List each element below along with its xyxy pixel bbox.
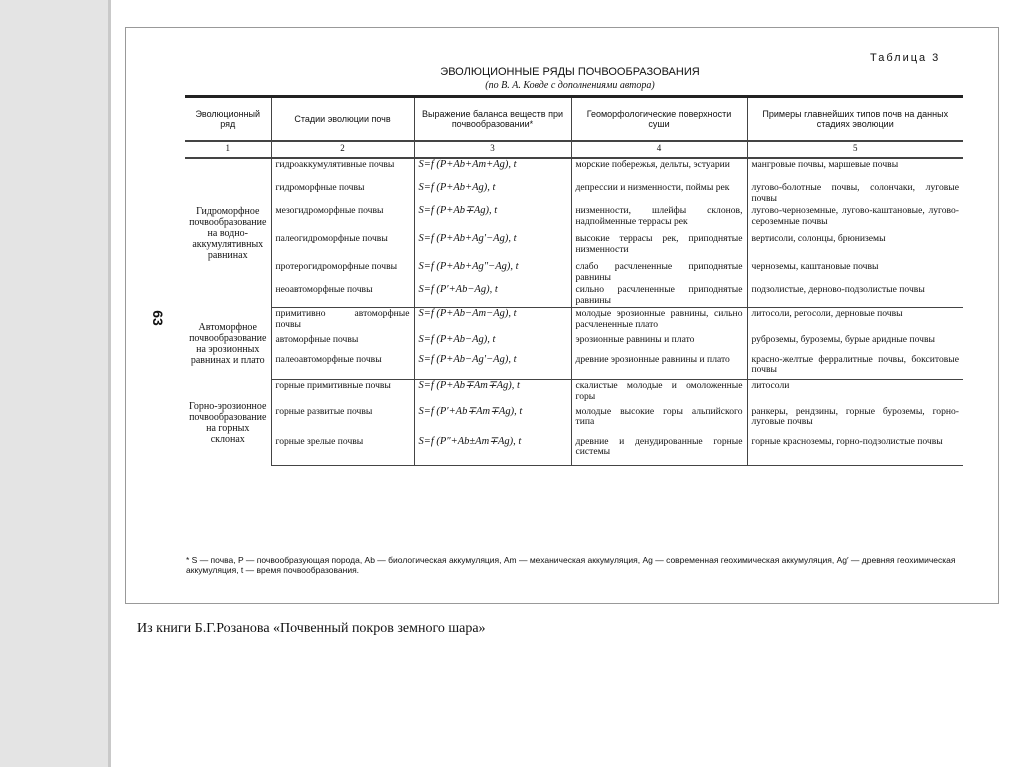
column-number: 3 xyxy=(413,141,571,159)
table-row: горные развитые почвы S=f (P′+Ab∓Am∓Ag), … xyxy=(185,405,963,436)
surface-cell: высокие террасы рек, приподнятые низменн… xyxy=(570,233,747,261)
surface-cell: молодые эрозионные равнины, сильно расчл… xyxy=(570,307,747,334)
evolution-table: Эволюционный ряд Стадии эволюции почв Вы… xyxy=(185,95,963,466)
table-row: автоморфные почвы S=f (P+Ab−Ag), t эрозион… xyxy=(185,333,963,354)
surface-cell: низменности, шлейфы склонов, надпойменны… xyxy=(570,205,747,233)
stage-cell: горные примитивные почвы xyxy=(270,379,414,406)
formula-cell: S=f (P+Ab−Ag), t xyxy=(413,333,571,354)
formula-cell: S=f (P″+Ab±Am∓Ag), t xyxy=(413,435,571,466)
header-cell: Выражение баланса веществ при почвообраз… xyxy=(413,95,571,142)
header-cell: Примеры главнейших типов почв на данных … xyxy=(746,95,963,142)
soils-cell: литосоли, регосоли, дерновые почвы xyxy=(746,307,963,334)
stage-cell: гидроморфные почвы xyxy=(270,182,414,205)
stage-cell: протерогидроморфные почвы xyxy=(270,261,414,284)
surface-cell: слабо расчлененные приподнятые равнины xyxy=(570,261,747,284)
soils-cell: литосоли xyxy=(746,379,963,406)
stage-cell: неоавтоморфные почвы xyxy=(270,284,414,308)
table-label: Таблица 3 xyxy=(870,52,941,64)
soils-cell: красно-желтые ферралитные почвы, боксито… xyxy=(746,353,963,380)
table-row: Горно-эрозионное почвообразование на гор… xyxy=(185,379,963,445)
header-cell: Геоморфологические поверхности суши xyxy=(570,95,747,142)
soils-cell: мангровые почвы, маршевые почвы xyxy=(746,158,963,182)
stage-cell: гидроаккумулятивные почвы xyxy=(270,158,414,182)
table-row: Автоморфное почвообразование на эрозионн… xyxy=(185,307,963,366)
column-number: 4 xyxy=(570,141,747,159)
slide-side-panel xyxy=(0,0,111,767)
soils-cell: подзолистые, дерново-подзолистые почвы xyxy=(746,284,963,308)
table-subtitle: (по В. А. Ковде с дополнениями автора) xyxy=(485,80,655,91)
surface-cell: древние эрозионные равнины и плато xyxy=(570,353,747,380)
surface-cell: древние и денудированные горные системы xyxy=(570,435,747,466)
table-row: мезогидроморфные почвы S=f (P+Ab∓Ag), t ни… xyxy=(185,205,963,233)
column-number-row: 1 2 3 4 5 xyxy=(185,141,963,159)
surface-cell: сильно расчлененные приподнятые равнины xyxy=(570,284,747,308)
surface-cell: молодые высокие горы альпийского типа xyxy=(570,405,747,436)
header-cell: Эволюционный ряд xyxy=(185,95,271,142)
header-row: Эволюционный ряд Стадии эволюции почв Вы… xyxy=(185,95,963,142)
column-number: 5 xyxy=(746,141,963,159)
stage-cell: палеоавтоморфные почвы xyxy=(270,353,414,380)
stage-cell: примитивно автоморфные почвы xyxy=(270,307,414,334)
evolution-series: Горно-эрозионное почвообразование на гор… xyxy=(189,400,267,445)
formula-cell: S=f (P+Ab+Ag′−Ag), t xyxy=(413,233,571,261)
formula-cell: S=f (P+Ab+Ag″−Ag), t xyxy=(413,261,571,284)
surface-cell: депрессии и низменности, поймы рек xyxy=(570,182,747,205)
table-row: протерогидроморфные почвы S=f (P+Ab+Ag″−A… xyxy=(185,261,963,284)
evolution-series: Автоморфное почвообразование на эрозионн… xyxy=(189,321,267,366)
soils-cell: лугово-черноземные, лугово-каштановые, л… xyxy=(746,205,963,233)
page-number: 63 xyxy=(149,310,166,326)
soils-cell: ранкеры, рендзины, горные буроземы, горн… xyxy=(746,405,963,436)
formula-cell: S=f (P′+Ab∓Am∓Ag), t xyxy=(413,405,571,436)
formula-cell: S=f (P′+Ab−Ag), t xyxy=(413,284,571,308)
column-number: 2 xyxy=(270,141,414,159)
formula-cell: S=f (P+Ab∓Ag), t xyxy=(413,205,571,233)
table-row: палеогидроморфные почвы S=f (P+Ab+Ag′−Ag)… xyxy=(185,233,963,261)
stage-cell: горные зрелые почвы xyxy=(270,435,414,466)
table-row: Гидроморфное почвообразование на водно-а… xyxy=(185,158,963,261)
surface-cell: морские побережья, дельты, эстуарии xyxy=(570,158,747,182)
stage-cell: горные развитые почвы xyxy=(270,405,414,436)
soils-cell: горные красноземы, горно-подзолистые поч… xyxy=(746,435,963,466)
soils-cell: лугово-болотные почвы, солончаки, луговы… xyxy=(746,182,963,205)
formula-cell: S=f (P+Ab−Am−Ag), t xyxy=(413,307,571,334)
stage-cell: мезогидроморфные почвы xyxy=(270,205,414,233)
soils-cell: черноземы, каштановые почвы xyxy=(746,261,963,284)
formula-cell: S=f (P+Ab+Ag), t xyxy=(413,182,571,205)
slide-caption: Из книги Б.Г.Розанова «Почвенный покров … xyxy=(137,621,486,636)
soils-cell: вертисоли, солонцы, брюниземы xyxy=(746,233,963,261)
formula-cell: S=f (P+Ab−Ag′−Ag), t xyxy=(413,353,571,380)
formula-cell: S=f (P+Ab∓Am∓Ag), t xyxy=(413,379,571,406)
evolution-series: Гидроморфное почвообразование на водно-а… xyxy=(189,205,267,261)
footnote: * S — почва, P — почвообразующая порода,… xyxy=(186,555,956,575)
surface-cell: скалистые молодые и омоложенные горы xyxy=(570,379,747,406)
soils-cell: руброземы, буроземы, бурые аридные почвы xyxy=(746,333,963,354)
table-row: неоавтоморфные почвы S=f (P′+Ab−Ag), t сил… xyxy=(185,284,963,308)
column-number: 1 xyxy=(185,141,271,159)
header-cell: Стадии эволюции почв xyxy=(270,95,414,142)
table-row: палеоавтоморфные почвы S=f (P+Ab−Ag′−Ag),… xyxy=(185,353,963,380)
table-title: ЭВОЛЮЦИОННЫЕ РЯДЫ ПОЧВООБРАЗОВАНИЯ xyxy=(440,66,700,78)
stage-cell: автоморфные почвы xyxy=(270,333,414,354)
table-row: гидроморфные почвы S=f (P+Ab+Ag), t депрес… xyxy=(185,182,963,205)
surface-cell: эрозионные равнины и плато xyxy=(570,333,747,354)
formula-cell: S=f (P+Ab+Am+Ag), t xyxy=(413,158,571,182)
stage-cell: палеогидроморфные почвы xyxy=(270,233,414,261)
